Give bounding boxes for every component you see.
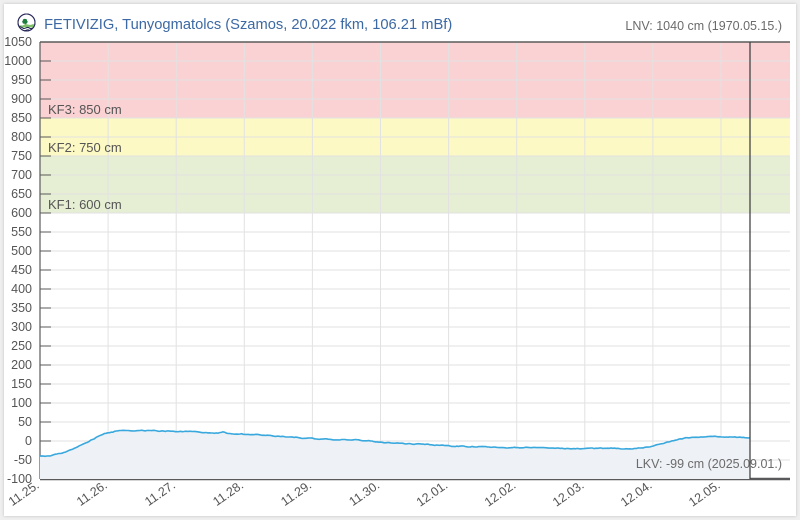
svg-text:11.29.: 11.29.: [278, 478, 314, 509]
svg-text:250: 250: [11, 339, 32, 353]
svg-text:11.27.: 11.27.: [142, 478, 178, 509]
svg-text:KF3: 850 cm: KF3: 850 cm: [48, 102, 122, 117]
svg-text:KF2: 750 cm: KF2: 750 cm: [48, 140, 122, 155]
svg-text:-50: -50: [14, 453, 32, 467]
svg-text:11.30.: 11.30.: [346, 478, 382, 509]
svg-text:200: 200: [11, 358, 32, 372]
svg-text:0: 0: [25, 434, 32, 448]
svg-text:750: 750: [11, 149, 32, 163]
svg-text:400: 400: [11, 282, 32, 296]
svg-text:11.28.: 11.28.: [210, 478, 246, 509]
svg-text:12.01.: 12.01.: [414, 478, 451, 509]
svg-text:12.02.: 12.02.: [482, 478, 519, 509]
svg-text:1050: 1050: [4, 35, 32, 49]
svg-text:KF1: 600 cm: KF1: 600 cm: [48, 197, 122, 212]
svg-text:800: 800: [11, 130, 32, 144]
svg-text:500: 500: [11, 244, 32, 258]
svg-text:650: 650: [11, 187, 32, 201]
svg-text:450: 450: [11, 263, 32, 277]
svg-text:12.04.: 12.04.: [618, 478, 655, 509]
svg-text:850: 850: [11, 111, 32, 125]
svg-text:150: 150: [11, 377, 32, 391]
svg-text:50: 50: [18, 415, 32, 429]
svg-text:950: 950: [11, 73, 32, 87]
svg-text:11.26.: 11.26.: [74, 478, 110, 509]
svg-text:900: 900: [11, 92, 32, 106]
svg-text:550: 550: [11, 225, 32, 239]
svg-text:300: 300: [11, 320, 32, 334]
svg-text:100: 100: [11, 396, 32, 410]
svg-text:350: 350: [11, 301, 32, 315]
svg-text:12.05.: 12.05.: [686, 478, 723, 509]
svg-text:12.03.: 12.03.: [550, 478, 587, 509]
svg-text:700: 700: [11, 168, 32, 182]
svg-text:600: 600: [11, 206, 32, 220]
svg-text:1000: 1000: [4, 54, 32, 68]
